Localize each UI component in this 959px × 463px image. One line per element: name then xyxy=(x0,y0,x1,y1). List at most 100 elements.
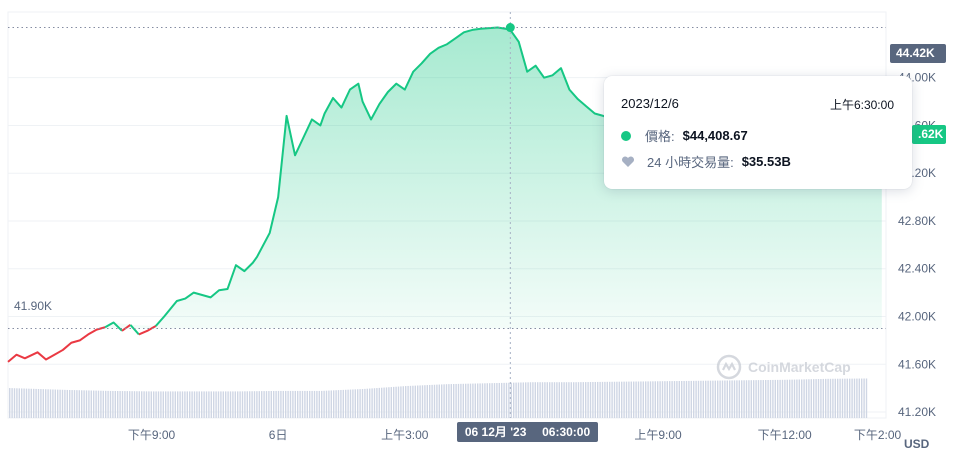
volume-bar-204 xyxy=(498,382,500,418)
volume-bar-239 xyxy=(582,382,584,418)
volume-bar-3 xyxy=(16,388,18,418)
volume-bar-4 xyxy=(18,388,20,418)
price-line-down-2 xyxy=(121,324,131,332)
volume-bar-33 xyxy=(88,390,90,418)
volume-bar-29 xyxy=(78,390,80,418)
volume-bar-144 xyxy=(354,389,356,418)
price-line-up-1 xyxy=(104,321,123,332)
x-tick-4: 下午12:00 xyxy=(758,428,812,442)
volume-bar-13 xyxy=(40,389,42,418)
volume-bar-261 xyxy=(635,381,637,418)
volume-bar-235 xyxy=(573,382,575,418)
volume-bar-51 xyxy=(131,391,133,418)
volume-bar-148 xyxy=(364,388,366,418)
volume-bar-28 xyxy=(76,390,78,418)
volume-bar-315 xyxy=(765,380,767,418)
volume-bar-87 xyxy=(217,391,220,418)
volume-bar-11 xyxy=(35,388,37,418)
volume-bar-215 xyxy=(525,382,527,418)
volume-bar-201 xyxy=(491,383,493,418)
volume-bar-281 xyxy=(683,380,685,418)
volume-bar-181 xyxy=(443,384,445,418)
volume-bar-233 xyxy=(568,382,570,418)
volume-bar-93 xyxy=(232,391,234,418)
volume-bar-305 xyxy=(741,380,743,418)
volume-bar-34 xyxy=(90,390,92,418)
x-tick-5: 下午2:00 xyxy=(854,428,902,442)
volume-bar-159 xyxy=(390,387,392,418)
volume-bar-14 xyxy=(42,389,44,418)
volume-bar-12 xyxy=(37,388,40,418)
volume-bar-9 xyxy=(30,388,32,418)
volume-bar-86 xyxy=(215,391,217,418)
volume-bar-217 xyxy=(529,382,532,418)
volume-bar-55 xyxy=(141,391,143,418)
high-price-tag: 44.42K xyxy=(890,44,946,63)
x-tick-0: 下午9:00 xyxy=(128,428,176,442)
volume-bar-347 xyxy=(841,378,844,418)
volume-bar-249 xyxy=(606,381,608,418)
tooltip-volume-row: 24 小時交易量: $35.53B xyxy=(621,152,791,171)
volume-bar-68 xyxy=(172,391,174,418)
volume-bar-306 xyxy=(743,380,745,418)
volume-bar-112 xyxy=(277,390,280,418)
volume-bar-118 xyxy=(292,390,294,418)
volume-bar-111 xyxy=(275,390,277,418)
volume-bar-231 xyxy=(563,382,565,418)
volume-bar-212 xyxy=(517,382,520,418)
volume-bar-135 xyxy=(333,390,335,418)
volume-bar-49 xyxy=(126,391,128,418)
volume-bar-15 xyxy=(45,389,47,418)
volume-bar-294 xyxy=(714,380,716,418)
volume-bar-234 xyxy=(570,382,572,418)
volume-bar-300 xyxy=(729,380,731,418)
volume-bar-247 xyxy=(601,381,604,418)
volume-bar-85 xyxy=(213,391,215,418)
volume-bar-320 xyxy=(777,379,779,418)
volume-bar-251 xyxy=(611,381,613,418)
volume-bar-25 xyxy=(69,389,71,418)
volume-bar-266 xyxy=(647,381,649,418)
volume-bar-321 xyxy=(779,379,781,418)
volume-bar-100 xyxy=(249,391,251,418)
volume-bar-243 xyxy=(592,382,594,418)
volume-bar-263 xyxy=(640,381,642,418)
volume-bar-218 xyxy=(532,382,534,418)
volume-bar-331 xyxy=(803,379,805,418)
volume-bar-346 xyxy=(839,378,841,418)
volume-bar-257 xyxy=(625,381,628,418)
volume-bar-226 xyxy=(551,382,553,418)
volume-bar-307 xyxy=(745,380,748,418)
y-tick-0: 41.20K xyxy=(898,405,936,419)
volume-bar-103 xyxy=(256,391,258,418)
volume-bar-272 xyxy=(661,381,664,418)
volume-bar-132 xyxy=(325,390,328,418)
volume-bar-69 xyxy=(174,391,176,418)
volume-bar-146 xyxy=(359,389,361,418)
volume-bar-157 xyxy=(385,387,388,418)
volume-bar-5 xyxy=(21,388,23,418)
volume-bars xyxy=(9,378,868,418)
volume-bar-230 xyxy=(561,382,563,418)
y-tick-3: 42.40K xyxy=(898,262,936,276)
volume-bar-280 xyxy=(681,380,683,418)
volume-bar-64 xyxy=(162,391,164,418)
volume-bar-296 xyxy=(719,380,721,418)
volume-bar-1 xyxy=(11,388,13,418)
volume-bar-43 xyxy=(112,390,114,418)
volume-bar-99 xyxy=(246,391,248,418)
volume-bar-165 xyxy=(405,386,407,418)
volume-bar-354 xyxy=(858,378,860,418)
volume-bar-61 xyxy=(155,391,157,418)
volume-bar-356 xyxy=(863,378,865,418)
volume-bar-77 xyxy=(193,391,196,418)
x-cursor-date: 06 12月 '23 xyxy=(464,425,527,439)
volume-bar-141 xyxy=(347,389,349,418)
volume-bar-164 xyxy=(402,386,404,418)
volume-bar-343 xyxy=(832,378,834,418)
volume-bar-36 xyxy=(95,390,97,418)
volume-bar-10 xyxy=(33,388,35,418)
y-tick-4: 42.80K xyxy=(898,214,936,228)
volume-bar-109 xyxy=(270,391,272,418)
